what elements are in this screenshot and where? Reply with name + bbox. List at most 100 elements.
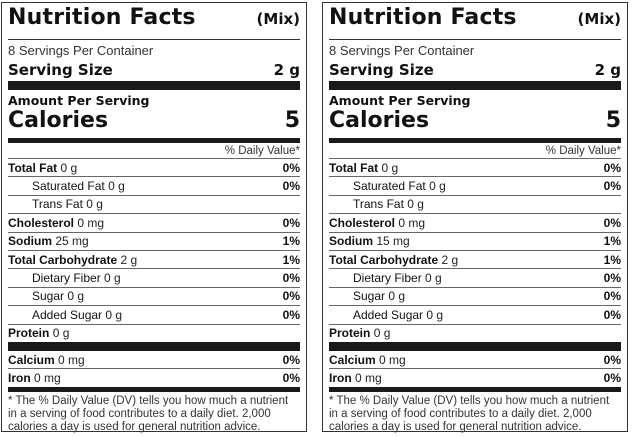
nutrient-row: Cholesterol 0 mg 0% — [8, 213, 300, 231]
nutrient-daily-value: 0% — [603, 215, 621, 230]
nutrient-row: Trans Fat 0 g — [329, 194, 621, 213]
mineral-row: Iron 0 mg 0% — [329, 368, 621, 386]
nutrient-amount: 0 g — [105, 307, 123, 322]
thick-divider — [8, 341, 300, 351]
daily-value-header: % Daily Value* — [545, 145, 621, 157]
nutrient-amount: 0 g — [429, 179, 446, 194]
divider — [329, 39, 621, 40]
nutrient-amount: 25 mg — [55, 234, 89, 249]
nutrient-daily-value: 0% — [282, 271, 300, 286]
nutrient-row: Trans Fat 0 g — [8, 194, 300, 213]
calories-row: Calories 5 — [8, 108, 300, 138]
nutrient-name: Sugar — [353, 289, 386, 304]
nutrient-label: Cholesterol 0 mg — [8, 216, 104, 230]
nutrient-amount: 0 mg — [77, 215, 105, 230]
nutrient-label: Sodium 15 mg — [329, 234, 410, 248]
variant-label: (Mix) — [256, 10, 300, 28]
nutrition-label-left: Nutrition Facts (Mix) 8 Servings Per Conta… — [1, 2, 307, 433]
nutrient-name: Trans Fat — [32, 197, 83, 212]
nutrient-name: Saturated Fat — [353, 179, 426, 194]
nutrient-amount: 2 g — [441, 252, 459, 267]
nutrient-daily-value: 0% — [282, 179, 300, 194]
nutrient-amount: 0 g — [381, 160, 399, 175]
servings-per-container: 8 Servings Per Container — [329, 43, 475, 58]
mineral-daily-value: 0% — [603, 370, 621, 385]
mineral-daily-value: 0% — [603, 352, 621, 367]
mineral-label: Iron 0 mg — [329, 371, 382, 385]
amount-per-serving: Amount Per Serving — [329, 93, 471, 108]
mineral-name: Calcium — [8, 352, 55, 367]
nutrient-label: Dietary Fiber 0 g — [8, 271, 121, 285]
medium-divider — [8, 138, 300, 143]
nutrient-row: Sodium 15 mg 1% — [329, 231, 621, 250]
nutrient-row: Dietary Fiber 0 g 0% — [8, 268, 300, 286]
nutrient-amount: 0 g — [426, 307, 444, 322]
mineral-label: Calcium 0 mg — [329, 353, 406, 367]
servings-per-container: 8 Servings Per Container — [8, 43, 154, 58]
nutrient-row: Dietary Fiber 0 g 0% — [329, 268, 621, 286]
nutrient-amount: 2 g — [120, 252, 138, 267]
mineral-amount: 0 mg — [355, 370, 382, 385]
title-row: Nutrition Facts (Mix) — [8, 5, 300, 39]
variant-label: (Mix) — [577, 10, 621, 28]
nutrient-row: Cholesterol 0 mg 0% — [329, 213, 621, 231]
nutrient-row: Protein 0 g — [329, 323, 621, 342]
medium-divider — [329, 138, 621, 143]
title-row: Nutrition Facts (Mix) — [329, 5, 621, 39]
calories-value: 5 — [605, 108, 621, 133]
divider — [8, 39, 300, 40]
mineral-label: Calcium 0 mg — [8, 353, 85, 367]
nutrient-label: Saturated Fat 0 g — [329, 179, 446, 193]
nutrient-name: Protein — [329, 326, 371, 341]
nutrient-name: Total Carbohydrate — [8, 252, 118, 267]
nutrient-name: Dietary Fiber — [353, 271, 422, 286]
nutrient-daily-value: 0% — [603, 160, 621, 175]
daily-value-header: % Daily Value* — [224, 145, 300, 157]
nutrient-amount: 0 g — [388, 289, 406, 304]
nutrient-row: Total Fat 0 g 0% — [8, 158, 300, 176]
nutrient-label: Added Sugar 0 g — [8, 308, 122, 322]
mineral-row: Calcium 0 mg 0% — [8, 351, 300, 368]
nutrient-amount: 0 g — [108, 179, 125, 194]
medium-divider — [8, 386, 300, 392]
nutrient-amount: 0 g — [86, 197, 103, 212]
mineral-name: Iron — [329, 370, 352, 385]
thick-divider — [329, 341, 621, 351]
nutrient-row: Added Sugar 0 g 0% — [8, 305, 300, 323]
nutrient-daily-value: 0% — [603, 289, 621, 304]
serving-size-label: Serving Size — [8, 61, 113, 79]
nutrient-row: Protein 0 g — [8, 323, 300, 342]
nutrient-name: Cholesterol — [8, 215, 75, 230]
mineral-row: Calcium 0 mg 0% — [329, 351, 621, 368]
nutrient-label: Total Fat 0 g — [329, 161, 398, 175]
nutrient-label: Added Sugar 0 g — [329, 308, 443, 322]
nutrient-amount: 0 g — [407, 197, 424, 212]
mineral-row: Iron 0 mg 0% — [8, 368, 300, 386]
nutrient-row: Added Sugar 0 g 0% — [329, 305, 621, 323]
nutrient-amount: 0 g — [104, 271, 121, 286]
label-title: Nutrition Facts — [8, 5, 196, 30]
nutrient-label: Total Carbohydrate 2 g — [8, 253, 137, 267]
nutrient-name: Dietary Fiber — [32, 271, 101, 286]
nutrient-row: Saturated Fat 0 g 0% — [329, 176, 621, 194]
mineral-daily-value: 0% — [282, 370, 300, 385]
nutrient-amount: 15 mg — [376, 234, 410, 249]
nutrient-daily-value: 0% — [603, 271, 621, 286]
serving-size-value: 2 g — [594, 61, 621, 79]
mineral-label: Iron 0 mg — [8, 371, 61, 385]
mineral-amount: 0 mg — [58, 352, 85, 367]
nutrient-amount: 0 g — [67, 289, 85, 304]
mineral-name: Iron — [8, 370, 31, 385]
nutrient-daily-value: 0% — [282, 307, 300, 322]
nutrient-label: Trans Fat 0 g — [329, 197, 424, 211]
nutrient-label: Protein 0 g — [329, 326, 390, 340]
nutrient-row: Total Fat 0 g 0% — [329, 158, 621, 176]
nutrient-daily-value: 0% — [282, 160, 300, 175]
nutrient-name: Total Fat — [329, 160, 379, 175]
nutrient-daily-value: 0% — [282, 289, 300, 304]
nutrient-amount: 0 g — [373, 326, 391, 341]
medium-divider — [329, 386, 621, 392]
nutrient-daily-value: 0% — [603, 179, 621, 194]
nutrient-amount: 0 g — [425, 271, 442, 286]
daily-value-footnote: * The % Daily Value (DV) tells you how m… — [8, 394, 289, 433]
